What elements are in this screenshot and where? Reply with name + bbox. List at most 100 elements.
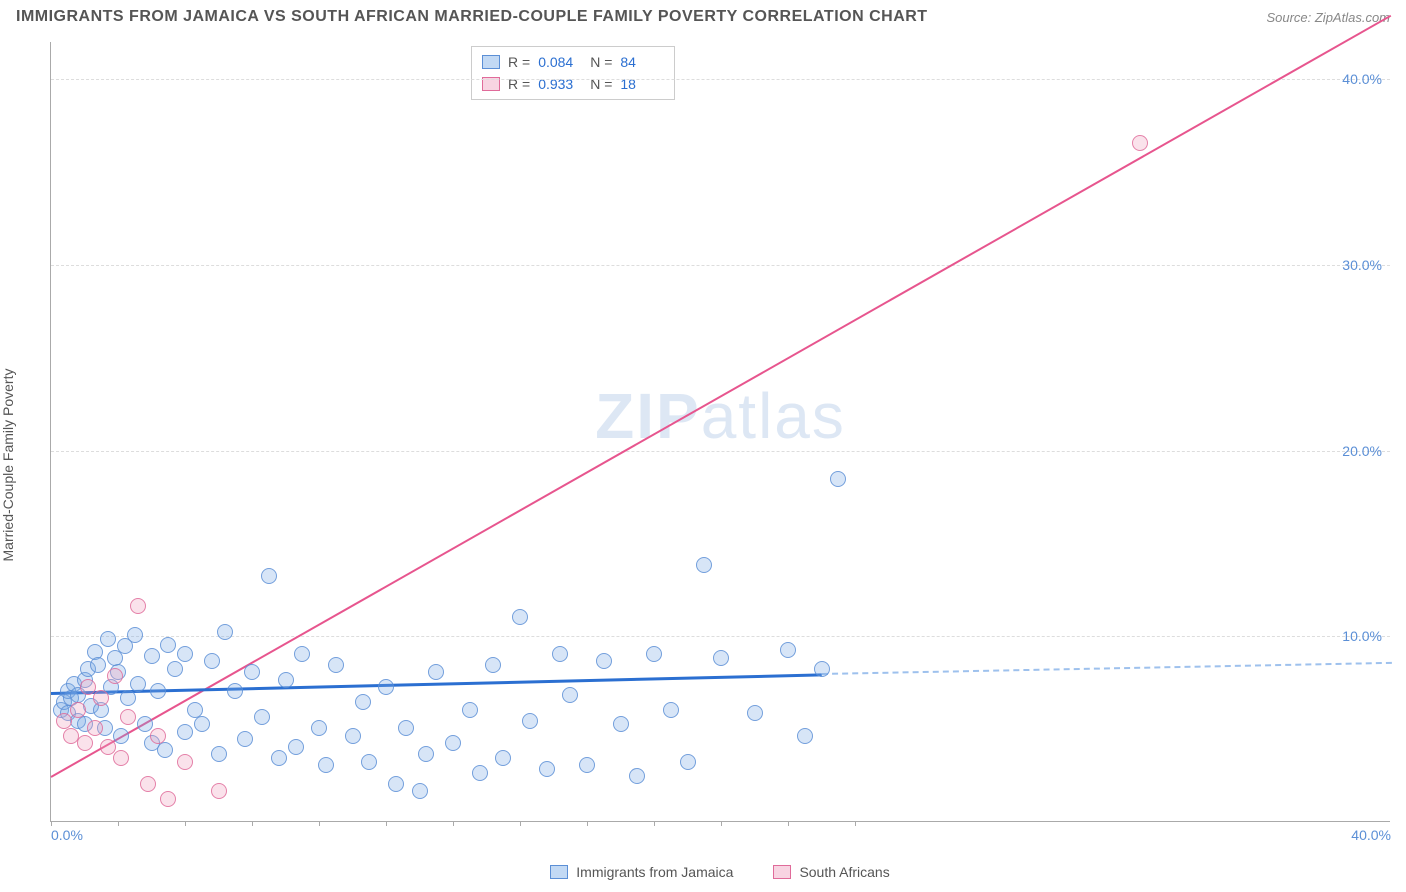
legend-n-value: 84: [620, 51, 664, 73]
series-legend-item: Immigrants from Jamaica: [550, 864, 733, 880]
data-point: [130, 598, 146, 614]
x-tick-mark: [118, 821, 119, 826]
data-point: [144, 648, 160, 664]
gridline: [51, 265, 1390, 266]
data-point: [80, 679, 96, 695]
x-tick-mark: [453, 821, 454, 826]
chart-title: IMMIGRANTS FROM JAMAICA VS SOUTH AFRICAN…: [16, 8, 928, 26]
x-tick-mark: [587, 821, 588, 826]
data-point: [217, 624, 233, 640]
data-point: [412, 783, 428, 799]
x-tick-mark: [319, 821, 320, 826]
data-point: [562, 687, 578, 703]
series-label: Immigrants from Jamaica: [576, 864, 733, 880]
data-point: [77, 735, 93, 751]
data-point: [100, 739, 116, 755]
data-point: [157, 742, 173, 758]
data-point: [311, 720, 327, 736]
gridline: [51, 636, 1390, 637]
data-point: [328, 657, 344, 673]
x-tick-mark: [654, 821, 655, 826]
data-point: [130, 676, 146, 692]
legend-r-label: R =: [508, 73, 530, 95]
legend-row: R = 0.933 N = 18: [482, 73, 664, 95]
data-point: [445, 735, 461, 751]
data-point: [211, 746, 227, 762]
series-legend-item: South Africans: [773, 864, 889, 880]
legend-r-label: R =: [508, 51, 530, 73]
data-point: [167, 661, 183, 677]
data-point: [150, 683, 166, 699]
data-point: [140, 776, 156, 792]
x-tick-label: 0.0%: [51, 827, 83, 843]
data-point: [70, 702, 86, 718]
correlation-legend: R = 0.084 N = 84R = 0.933 N = 18: [471, 46, 675, 100]
x-tick-mark: [788, 821, 789, 826]
data-point: [797, 728, 813, 744]
data-point: [579, 757, 595, 773]
data-point: [539, 761, 555, 777]
x-tick-mark: [252, 821, 253, 826]
data-point: [512, 609, 528, 625]
gridline: [51, 79, 1390, 80]
data-point: [696, 557, 712, 573]
data-point: [137, 716, 153, 732]
gridline: [51, 451, 1390, 452]
data-point: [90, 657, 106, 673]
data-point: [646, 646, 662, 662]
data-point: [177, 646, 193, 662]
data-point: [552, 646, 568, 662]
series-label: South Africans: [799, 864, 889, 880]
y-tick-label: 30.0%: [1342, 257, 1382, 273]
data-point: [318, 757, 334, 773]
legend-swatch: [773, 865, 791, 879]
data-point: [361, 754, 377, 770]
legend-n-value: 18: [620, 73, 664, 95]
data-point: [378, 679, 394, 695]
data-point: [596, 653, 612, 669]
x-tick-mark: [51, 821, 52, 826]
data-point: [294, 646, 310, 662]
data-point: [160, 637, 176, 653]
data-point: [177, 724, 193, 740]
data-point: [56, 713, 72, 729]
data-point: [830, 471, 846, 487]
x-tick-mark: [721, 821, 722, 826]
data-point: [613, 716, 629, 732]
data-point: [680, 754, 696, 770]
data-point: [100, 631, 116, 647]
legend-swatch: [550, 865, 568, 879]
legend-r-value: 0.084: [538, 51, 582, 73]
data-point: [663, 702, 679, 718]
data-point: [194, 716, 210, 732]
data-point: [120, 709, 136, 725]
watermark: ZIPatlas: [595, 379, 846, 453]
data-point: [271, 750, 287, 766]
legend-n-label: N =: [590, 73, 612, 95]
data-point: [160, 791, 176, 807]
data-point: [629, 768, 645, 784]
data-point: [288, 739, 304, 755]
x-tick-mark: [386, 821, 387, 826]
trend-line: [821, 662, 1391, 675]
data-point: [204, 653, 220, 669]
x-tick-mark: [855, 821, 856, 826]
data-point: [345, 728, 361, 744]
x-tick-mark: [185, 821, 186, 826]
data-point: [254, 709, 270, 725]
legend-r-value: 0.933: [538, 73, 582, 95]
data-point: [120, 690, 136, 706]
data-point: [428, 664, 444, 680]
data-point: [261, 568, 277, 584]
x-tick-label: 40.0%: [1351, 827, 1391, 843]
plot-area: ZIPatlas R = 0.084 N = 84R = 0.933 N = 18 10.0…: [50, 42, 1390, 822]
chart-container: Married-Couple Family Poverty ZIPatlas R…: [0, 32, 1406, 882]
data-point: [388, 776, 404, 792]
data-point: [814, 661, 830, 677]
data-point: [462, 702, 478, 718]
legend-row: R =0.084N =84: [482, 51, 664, 73]
data-point: [780, 642, 796, 658]
data-point: [211, 783, 227, 799]
y-tick-label: 10.0%: [1342, 628, 1382, 644]
data-point: [187, 702, 203, 718]
